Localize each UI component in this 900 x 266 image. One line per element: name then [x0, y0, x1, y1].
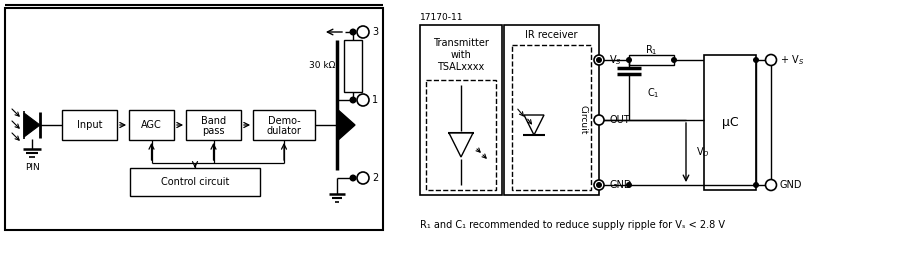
- Circle shape: [357, 26, 369, 38]
- Text: V$_S$: V$_S$: [609, 53, 622, 67]
- Circle shape: [349, 174, 356, 181]
- Text: C$_1$: C$_1$: [647, 86, 660, 100]
- Text: dulator: dulator: [266, 126, 302, 136]
- Text: + V$_S$: + V$_S$: [780, 53, 804, 67]
- Text: Band: Band: [201, 116, 226, 126]
- Bar: [420, 25, 502, 195]
- Text: 2: 2: [372, 173, 378, 183]
- Bar: [186, 110, 241, 140]
- Circle shape: [766, 180, 777, 190]
- Text: 3: 3: [372, 27, 378, 37]
- Bar: [426, 80, 496, 190]
- Bar: [5, 8, 383, 230]
- Text: pass: pass: [202, 126, 225, 136]
- Text: Demo-: Demo-: [267, 116, 301, 126]
- Bar: [129, 110, 174, 140]
- Text: Input: Input: [76, 120, 103, 130]
- Bar: [504, 25, 599, 195]
- Circle shape: [357, 94, 369, 106]
- Bar: [344, 40, 362, 92]
- Text: Control circuit: Control circuit: [161, 177, 230, 187]
- Circle shape: [594, 115, 604, 125]
- Circle shape: [596, 57, 602, 63]
- Text: Circuit: Circuit: [579, 105, 588, 135]
- Polygon shape: [449, 133, 473, 157]
- Bar: [512, 45, 591, 190]
- Circle shape: [753, 182, 759, 188]
- Text: GND: GND: [609, 180, 632, 190]
- Text: µC: µC: [722, 116, 738, 129]
- Circle shape: [753, 57, 759, 63]
- Polygon shape: [337, 109, 355, 141]
- Text: GND: GND: [780, 180, 803, 190]
- Circle shape: [349, 28, 356, 35]
- Text: 30 kΩ: 30 kΩ: [309, 61, 335, 70]
- Circle shape: [626, 57, 632, 63]
- Circle shape: [626, 182, 632, 188]
- Circle shape: [671, 57, 677, 63]
- Text: TSALxxxx: TSALxxxx: [437, 62, 484, 72]
- Polygon shape: [24, 113, 40, 137]
- Text: OUT: OUT: [609, 115, 630, 125]
- Circle shape: [596, 182, 602, 188]
- Text: PIN: PIN: [24, 163, 40, 172]
- Text: 1: 1: [372, 95, 378, 105]
- Text: R₁ and C₁ recommended to reduce supply ripple for Vₛ < 2.8 V: R₁ and C₁ recommended to reduce supply r…: [420, 220, 725, 230]
- Text: IR receiver: IR receiver: [526, 30, 578, 40]
- Text: V$_O$: V$_O$: [696, 146, 710, 159]
- Text: Transmitter: Transmitter: [433, 38, 489, 48]
- Polygon shape: [524, 115, 544, 135]
- Circle shape: [594, 180, 604, 190]
- Bar: [130, 168, 260, 196]
- Text: R$_1$: R$_1$: [645, 43, 658, 57]
- Bar: [62, 110, 117, 140]
- Circle shape: [766, 55, 777, 65]
- Text: AGC: AGC: [141, 120, 162, 130]
- Circle shape: [357, 172, 369, 184]
- Circle shape: [594, 55, 604, 65]
- Bar: [253, 110, 315, 140]
- Bar: [704, 55, 756, 190]
- Text: 17170-11: 17170-11: [420, 14, 464, 23]
- Circle shape: [349, 97, 356, 103]
- Text: with: with: [451, 50, 472, 60]
- Bar: [629, 55, 674, 65]
